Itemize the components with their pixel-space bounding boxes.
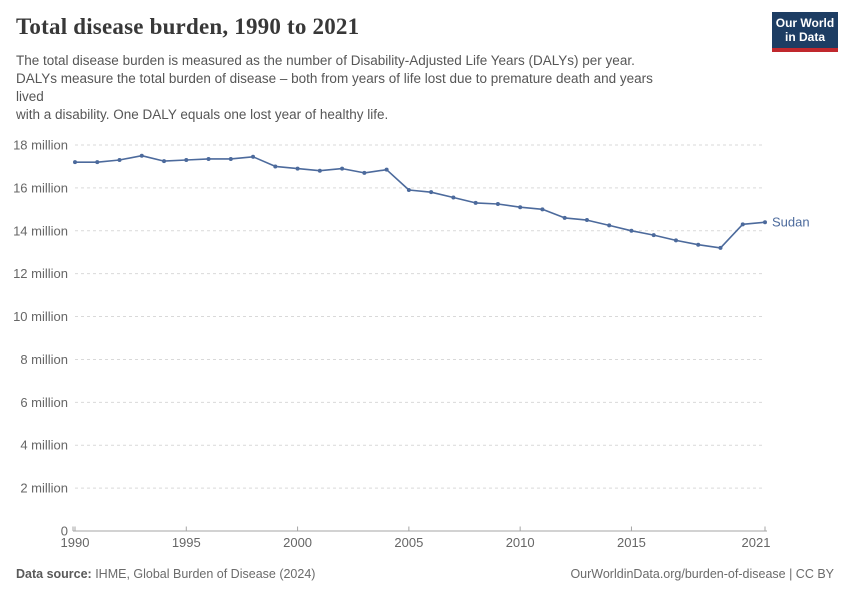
- owid-logo-line1: Our World: [775, 16, 835, 30]
- footer-source-text: IHME, Global Burden of Disease (2024): [91, 567, 316, 581]
- data-point[interactable]: [295, 166, 300, 171]
- x-axis-tick-label: 2005: [394, 535, 423, 550]
- chart-footer: Data source: IHME, Global Burden of Dise…: [16, 567, 834, 581]
- data-point[interactable]: [406, 188, 411, 193]
- data-point[interactable]: [763, 220, 767, 225]
- x-axis-tick-label: 2010: [506, 535, 535, 550]
- data-point[interactable]: [251, 154, 256, 159]
- y-axis-tick-label: 0: [61, 524, 68, 539]
- x-axis-tick-label: 1990: [61, 535, 90, 550]
- subtitle-line: DALYs measure the total burden of diseas…: [16, 71, 653, 86]
- data-point[interactable]: [206, 156, 211, 161]
- y-axis-tick-label: 18 million: [13, 138, 68, 153]
- data-point[interactable]: [495, 201, 500, 206]
- data-point[interactable]: [117, 158, 122, 163]
- entity-label-sudan[interactable]: Sudan: [772, 215, 810, 230]
- footer-source-label: Data source:: [16, 567, 92, 581]
- subtitle-line: The total disease burden is measured as …: [16, 53, 635, 68]
- data-point[interactable]: [362, 170, 367, 175]
- chart-subtitle: The total disease burden is measured as …: [16, 52, 766, 124]
- footer-source: Data source: IHME, Global Burden of Dise…: [16, 567, 315, 581]
- page-title: Total disease burden, 1990 to 2021: [16, 14, 360, 39]
- data-point[interactable]: [696, 242, 701, 247]
- data-point[interactable]: [73, 160, 77, 165]
- footer-license-link[interactable]: OurWorldinData.org/burden-of-disease | C…: [570, 567, 834, 581]
- y-axis-tick-label: 14 million: [13, 223, 68, 238]
- data-point[interactable]: [562, 215, 567, 220]
- data-point[interactable]: [139, 153, 144, 158]
- owid-logo-line2: in Data: [784, 30, 825, 44]
- data-point[interactable]: [540, 207, 545, 212]
- data-point[interactable]: [317, 168, 322, 173]
- subtitle-line: with a disability. One DALY equals one l…: [16, 107, 389, 122]
- y-axis-tick-label: 10 million: [13, 309, 68, 324]
- data-point[interactable]: [629, 228, 634, 233]
- x-axis-tick-label: 1995: [172, 535, 201, 550]
- owid-logo[interactable]: Our World in Data: [772, 12, 838, 52]
- data-point[interactable]: [473, 200, 478, 205]
- x-axis-tick-label: 2015: [617, 535, 646, 550]
- data-point[interactable]: [384, 167, 389, 172]
- data-point[interactable]: [228, 156, 233, 161]
- data-point[interactable]: [607, 223, 612, 228]
- subtitle-line: lived: [16, 89, 44, 104]
- y-axis-tick-label: 16 million: [13, 180, 68, 195]
- data-point[interactable]: [518, 205, 523, 210]
- data-point[interactable]: [718, 245, 723, 250]
- x-axis-tick-label: 2000: [283, 535, 312, 550]
- data-point[interactable]: [740, 222, 745, 227]
- data-point[interactable]: [162, 159, 167, 164]
- y-axis-tick-label: 8 million: [20, 352, 68, 367]
- y-axis-tick-label: 12 million: [13, 266, 68, 281]
- data-point[interactable]: [95, 160, 100, 165]
- data-point[interactable]: [651, 233, 656, 238]
- data-point[interactable]: [184, 158, 189, 163]
- x-axis-tick-label: 2021: [742, 535, 771, 550]
- y-axis-tick-label: 6 million: [20, 395, 68, 410]
- data-point[interactable]: [273, 164, 278, 169]
- data-point[interactable]: [429, 190, 434, 195]
- data-point[interactable]: [451, 195, 456, 200]
- series-line-sudan[interactable]: [75, 154, 766, 249]
- y-axis-tick-label: 4 million: [20, 438, 68, 453]
- data-point[interactable]: [340, 166, 345, 171]
- data-point[interactable]: [673, 238, 678, 243]
- y-axis-tick-label: 2 million: [20, 481, 68, 496]
- data-point[interactable]: [584, 218, 589, 223]
